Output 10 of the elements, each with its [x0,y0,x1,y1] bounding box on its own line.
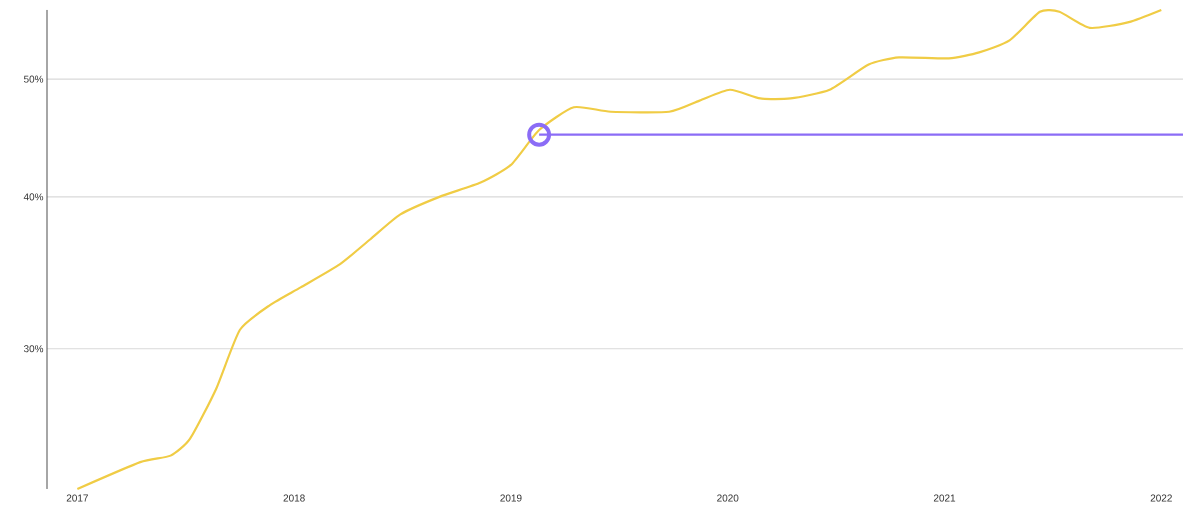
line-series [76,8,1163,491]
x-tick-label: 2017 [66,494,88,502]
x-tick-label: 2021 [933,494,956,502]
y-tick-label: 30% [23,345,44,353]
x-tick-label: 2022 [1150,494,1172,502]
y-tick-label: 50% [23,75,44,83]
x-tick-label: 2018 [283,494,305,502]
x-tick-label: 2020 [717,494,739,502]
x-tick-label: 2019 [500,494,522,502]
y-tick-label: 40% [23,193,44,201]
